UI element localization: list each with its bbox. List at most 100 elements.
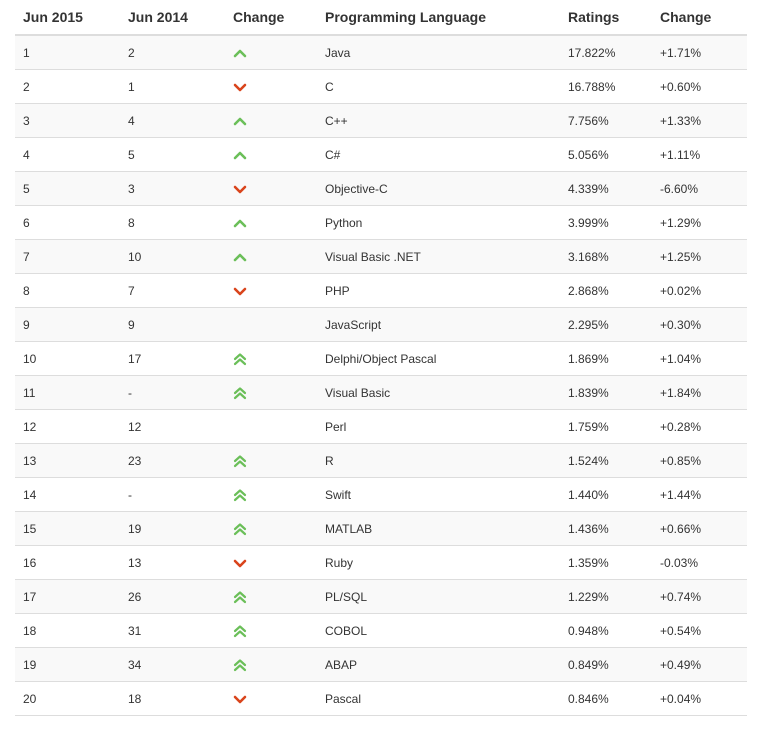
cell-rank-2015: 10 bbox=[15, 341, 120, 376]
cell-change: +0.02% bbox=[652, 273, 747, 308]
cell-change: +1.33% bbox=[652, 103, 747, 138]
table-row: 16 13 Ruby 1.359% -0.03% bbox=[15, 545, 747, 580]
cell-rating: 0.846% bbox=[560, 681, 652, 716]
cell-rank-2015: 8 bbox=[15, 273, 120, 308]
cell-change: +0.30% bbox=[652, 307, 747, 342]
header-row: Jun 2015 Jun 2014 Change Programming Lan… bbox=[15, 0, 747, 36]
cell-rank-2015: 11 bbox=[15, 375, 120, 410]
cell-language: Perl bbox=[317, 409, 560, 444]
cell-language: Visual Basic .NET bbox=[317, 239, 560, 274]
cell-trend bbox=[225, 443, 317, 478]
cell-language: R bbox=[317, 443, 560, 478]
cell-rank-2015: 9 bbox=[15, 307, 120, 342]
cell-rank-2014: 10 bbox=[120, 239, 225, 274]
cell-rating: 1.524% bbox=[560, 443, 652, 478]
cell-trend bbox=[225, 69, 317, 104]
cell-rating: 2.868% bbox=[560, 273, 652, 308]
cell-rank-2014: 34 bbox=[120, 647, 225, 682]
cell-rank-2014: 8 bbox=[120, 205, 225, 240]
chevron-up-icon bbox=[233, 46, 247, 60]
cell-rank-2015: 6 bbox=[15, 205, 120, 240]
cell-change: -6.60% bbox=[652, 171, 747, 206]
header-change-percent: Change bbox=[652, 0, 747, 36]
table-row: 4 5 C# 5.056% +1.11% bbox=[15, 137, 747, 172]
cell-trend bbox=[225, 273, 317, 308]
cell-rating: 17.822% bbox=[560, 34, 652, 70]
cell-change: +0.54% bbox=[652, 613, 747, 648]
cell-rank-2015: 16 bbox=[15, 545, 120, 580]
cell-trend bbox=[225, 34, 317, 70]
cell-trend bbox=[225, 579, 317, 614]
table-row: 12 12 Perl 1.759% +0.28% bbox=[15, 409, 747, 444]
header-ratings: Ratings bbox=[560, 0, 652, 36]
cell-trend bbox=[225, 477, 317, 512]
double-chevron-up-icon bbox=[233, 386, 247, 400]
cell-language: PL/SQL bbox=[317, 579, 560, 614]
cell-language: Delphi/Object Pascal bbox=[317, 341, 560, 376]
cell-rank-2014: 23 bbox=[120, 443, 225, 478]
cell-change: +1.25% bbox=[652, 239, 747, 274]
cell-change: +0.49% bbox=[652, 647, 747, 682]
cell-trend bbox=[225, 613, 317, 648]
cell-trend bbox=[225, 239, 317, 274]
table-row: 1 2 Java 17.822% +1.71% bbox=[15, 34, 747, 70]
cell-trend bbox=[225, 307, 317, 342]
cell-language: MATLAB bbox=[317, 511, 560, 546]
double-chevron-up-icon bbox=[233, 488, 247, 502]
cell-rank-2015: 12 bbox=[15, 409, 120, 444]
table-row: 19 34 ABAP 0.849% +0.49% bbox=[15, 647, 747, 682]
table-row: 2 1 C 16.788% +0.60% bbox=[15, 69, 747, 104]
cell-language: Objective-C bbox=[317, 171, 560, 206]
chevron-up-icon bbox=[233, 148, 247, 162]
cell-rank-2015: 19 bbox=[15, 647, 120, 682]
chevron-up-icon bbox=[233, 114, 247, 128]
cell-rating: 0.849% bbox=[560, 647, 652, 682]
cell-trend bbox=[225, 647, 317, 682]
cell-change: +1.84% bbox=[652, 375, 747, 410]
cell-rank-2014: 4 bbox=[120, 103, 225, 138]
chevron-up-icon bbox=[233, 250, 247, 264]
cell-change: +0.85% bbox=[652, 443, 747, 478]
cell-rank-2015: 7 bbox=[15, 239, 120, 274]
cell-rating: 1.839% bbox=[560, 375, 652, 410]
chevron-down-icon bbox=[233, 80, 247, 94]
cell-change: +0.60% bbox=[652, 69, 747, 104]
cell-language: COBOL bbox=[317, 613, 560, 648]
cell-language: PHP bbox=[317, 273, 560, 308]
cell-rank-2015: 2 bbox=[15, 69, 120, 104]
table-row: 15 19 MATLAB 1.436% +0.66% bbox=[15, 511, 747, 546]
cell-rating: 1.869% bbox=[560, 341, 652, 376]
table-row: 17 26 PL/SQL 1.229% +0.74% bbox=[15, 579, 747, 614]
table-row: 8 7 PHP 2.868% +0.02% bbox=[15, 273, 747, 308]
cell-change: +1.11% bbox=[652, 137, 747, 172]
cell-rating: 2.295% bbox=[560, 307, 652, 342]
cell-trend bbox=[225, 341, 317, 376]
cell-trend bbox=[225, 409, 317, 444]
cell-rank-2014: 13 bbox=[120, 545, 225, 580]
cell-rank-2015: 4 bbox=[15, 137, 120, 172]
cell-rank-2014: 2 bbox=[120, 34, 225, 70]
cell-rank-2014: 1 bbox=[120, 69, 225, 104]
double-chevron-up-icon bbox=[233, 352, 247, 366]
cell-rank-2015: 17 bbox=[15, 579, 120, 614]
cell-rank-2015: 13 bbox=[15, 443, 120, 478]
chevron-down-icon bbox=[233, 284, 247, 298]
table-row: 3 4 C++ 7.756% +1.33% bbox=[15, 103, 747, 138]
cell-rating: 1.436% bbox=[560, 511, 652, 546]
cell-language: Pascal bbox=[317, 681, 560, 716]
cell-rank-2014: - bbox=[120, 477, 225, 512]
cell-language: JavaScript bbox=[317, 307, 560, 342]
cell-rating: 16.788% bbox=[560, 69, 652, 104]
double-chevron-up-icon bbox=[233, 590, 247, 604]
cell-rating: 1.759% bbox=[560, 409, 652, 444]
cell-change: +0.74% bbox=[652, 579, 747, 614]
header-jun-2014: Jun 2014 bbox=[120, 0, 225, 36]
cell-rank-2015: 20 bbox=[15, 681, 120, 716]
table-row: 10 17 Delphi/Object Pascal 1.869% +1.04% bbox=[15, 341, 747, 376]
cell-rating: 3.168% bbox=[560, 239, 652, 274]
cell-rating: 5.056% bbox=[560, 137, 652, 172]
cell-trend bbox=[225, 171, 317, 206]
cell-language: Java bbox=[317, 34, 560, 70]
table-row: 13 23 R 1.524% +0.85% bbox=[15, 443, 747, 478]
table-row: 11- Visual Basic 1.839% +1.84% bbox=[15, 375, 747, 410]
